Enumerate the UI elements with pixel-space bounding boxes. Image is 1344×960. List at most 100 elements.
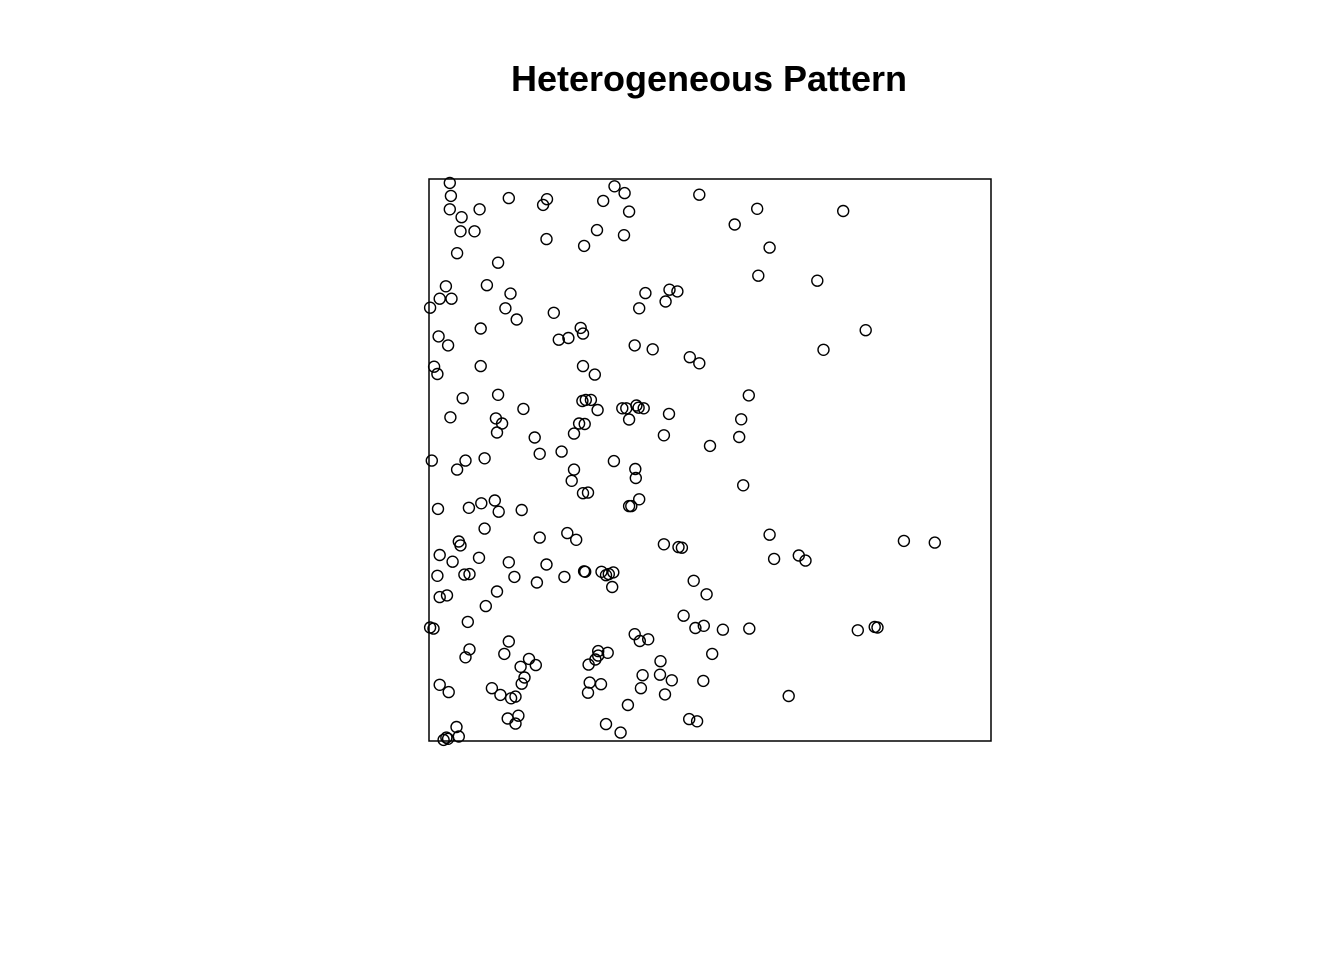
data-point	[441, 339, 455, 352]
data-point	[437, 733, 450, 747]
data-point	[491, 388, 505, 401]
data-point	[657, 429, 671, 442]
data-point	[837, 204, 850, 218]
data-point	[572, 417, 586, 430]
data-point	[540, 558, 553, 571]
data-point	[440, 731, 453, 744]
data-point	[735, 413, 748, 426]
data-point	[630, 399, 643, 412]
data-point	[576, 359, 590, 373]
data-point	[622, 413, 636, 426]
data-point	[665, 674, 678, 687]
data-point	[433, 292, 446, 305]
data-point	[504, 692, 518, 705]
data-point	[479, 599, 492, 613]
data-point	[502, 635, 515, 648]
data-point	[558, 570, 571, 584]
data-point	[634, 682, 648, 695]
data-point	[653, 668, 667, 681]
data-point	[697, 674, 710, 688]
data-point	[510, 313, 523, 326]
data-point	[454, 539, 467, 552]
data-point	[629, 462, 642, 476]
data-point	[475, 497, 488, 510]
data-point	[450, 246, 464, 260]
data-point	[427, 622, 440, 635]
data-point	[455, 210, 468, 224]
data-point	[577, 239, 591, 253]
data-point	[689, 621, 702, 635]
data-point	[502, 556, 515, 569]
data-point	[581, 686, 595, 699]
data-point	[597, 194, 610, 208]
data-point	[492, 505, 505, 518]
data-point	[662, 407, 676, 421]
data-point	[703, 439, 717, 453]
data-point	[480, 279, 494, 292]
data-point	[742, 389, 755, 402]
data-point	[658, 688, 672, 701]
data-point	[509, 717, 522, 730]
data-point	[583, 676, 596, 689]
data-point	[591, 403, 604, 417]
data-point	[517, 402, 530, 416]
data-point	[431, 502, 445, 516]
data-point	[533, 447, 546, 460]
data-point	[474, 322, 487, 335]
data-point	[459, 651, 472, 664]
data-point	[570, 533, 583, 546]
data-point	[547, 306, 560, 319]
data-point	[478, 452, 491, 465]
data-point	[533, 531, 546, 544]
data-point	[588, 368, 601, 381]
data-point	[636, 669, 649, 682]
data-point	[859, 324, 872, 337]
data-point	[474, 359, 487, 373]
data-point	[540, 232, 553, 246]
data-point	[767, 552, 781, 566]
data-point	[463, 643, 476, 656]
data-point	[633, 302, 646, 315]
data-point	[608, 180, 621, 193]
data-point	[659, 295, 672, 308]
data-point	[671, 285, 684, 298]
data-point	[657, 538, 671, 551]
data-point	[512, 709, 525, 722]
data-point	[427, 360, 441, 373]
data-point	[782, 689, 795, 703]
data-point	[444, 189, 458, 203]
data-point	[621, 698, 635, 712]
data-point	[622, 205, 636, 218]
data-point	[450, 463, 464, 476]
data-point	[456, 392, 469, 405]
data-point	[579, 393, 592, 407]
data-point	[462, 501, 476, 514]
data-point	[683, 351, 696, 364]
data-point	[485, 682, 499, 695]
data-point	[628, 339, 641, 352]
data-point	[581, 486, 595, 499]
data-point	[599, 717, 613, 731]
chart-title: Heterogeneous Pattern	[510, 58, 908, 99]
data-point	[473, 203, 486, 216]
data-point	[633, 493, 646, 506]
data-point	[444, 411, 457, 424]
data-point	[431, 569, 444, 582]
data-point	[752, 269, 765, 282]
data-point	[677, 609, 690, 622]
data-point	[552, 333, 565, 346]
data-point	[576, 487, 590, 500]
data-point	[433, 548, 446, 562]
data-point	[618, 186, 631, 200]
data-point	[700, 588, 713, 601]
data-point	[811, 274, 824, 287]
data-point	[817, 343, 830, 356]
data-point	[468, 225, 481, 238]
data-point	[706, 647, 719, 661]
data-point	[522, 652, 536, 666]
data-point	[654, 655, 667, 668]
data-point	[607, 566, 620, 579]
data-point	[478, 522, 491, 535]
data-point	[433, 590, 446, 604]
data-point	[743, 622, 756, 635]
